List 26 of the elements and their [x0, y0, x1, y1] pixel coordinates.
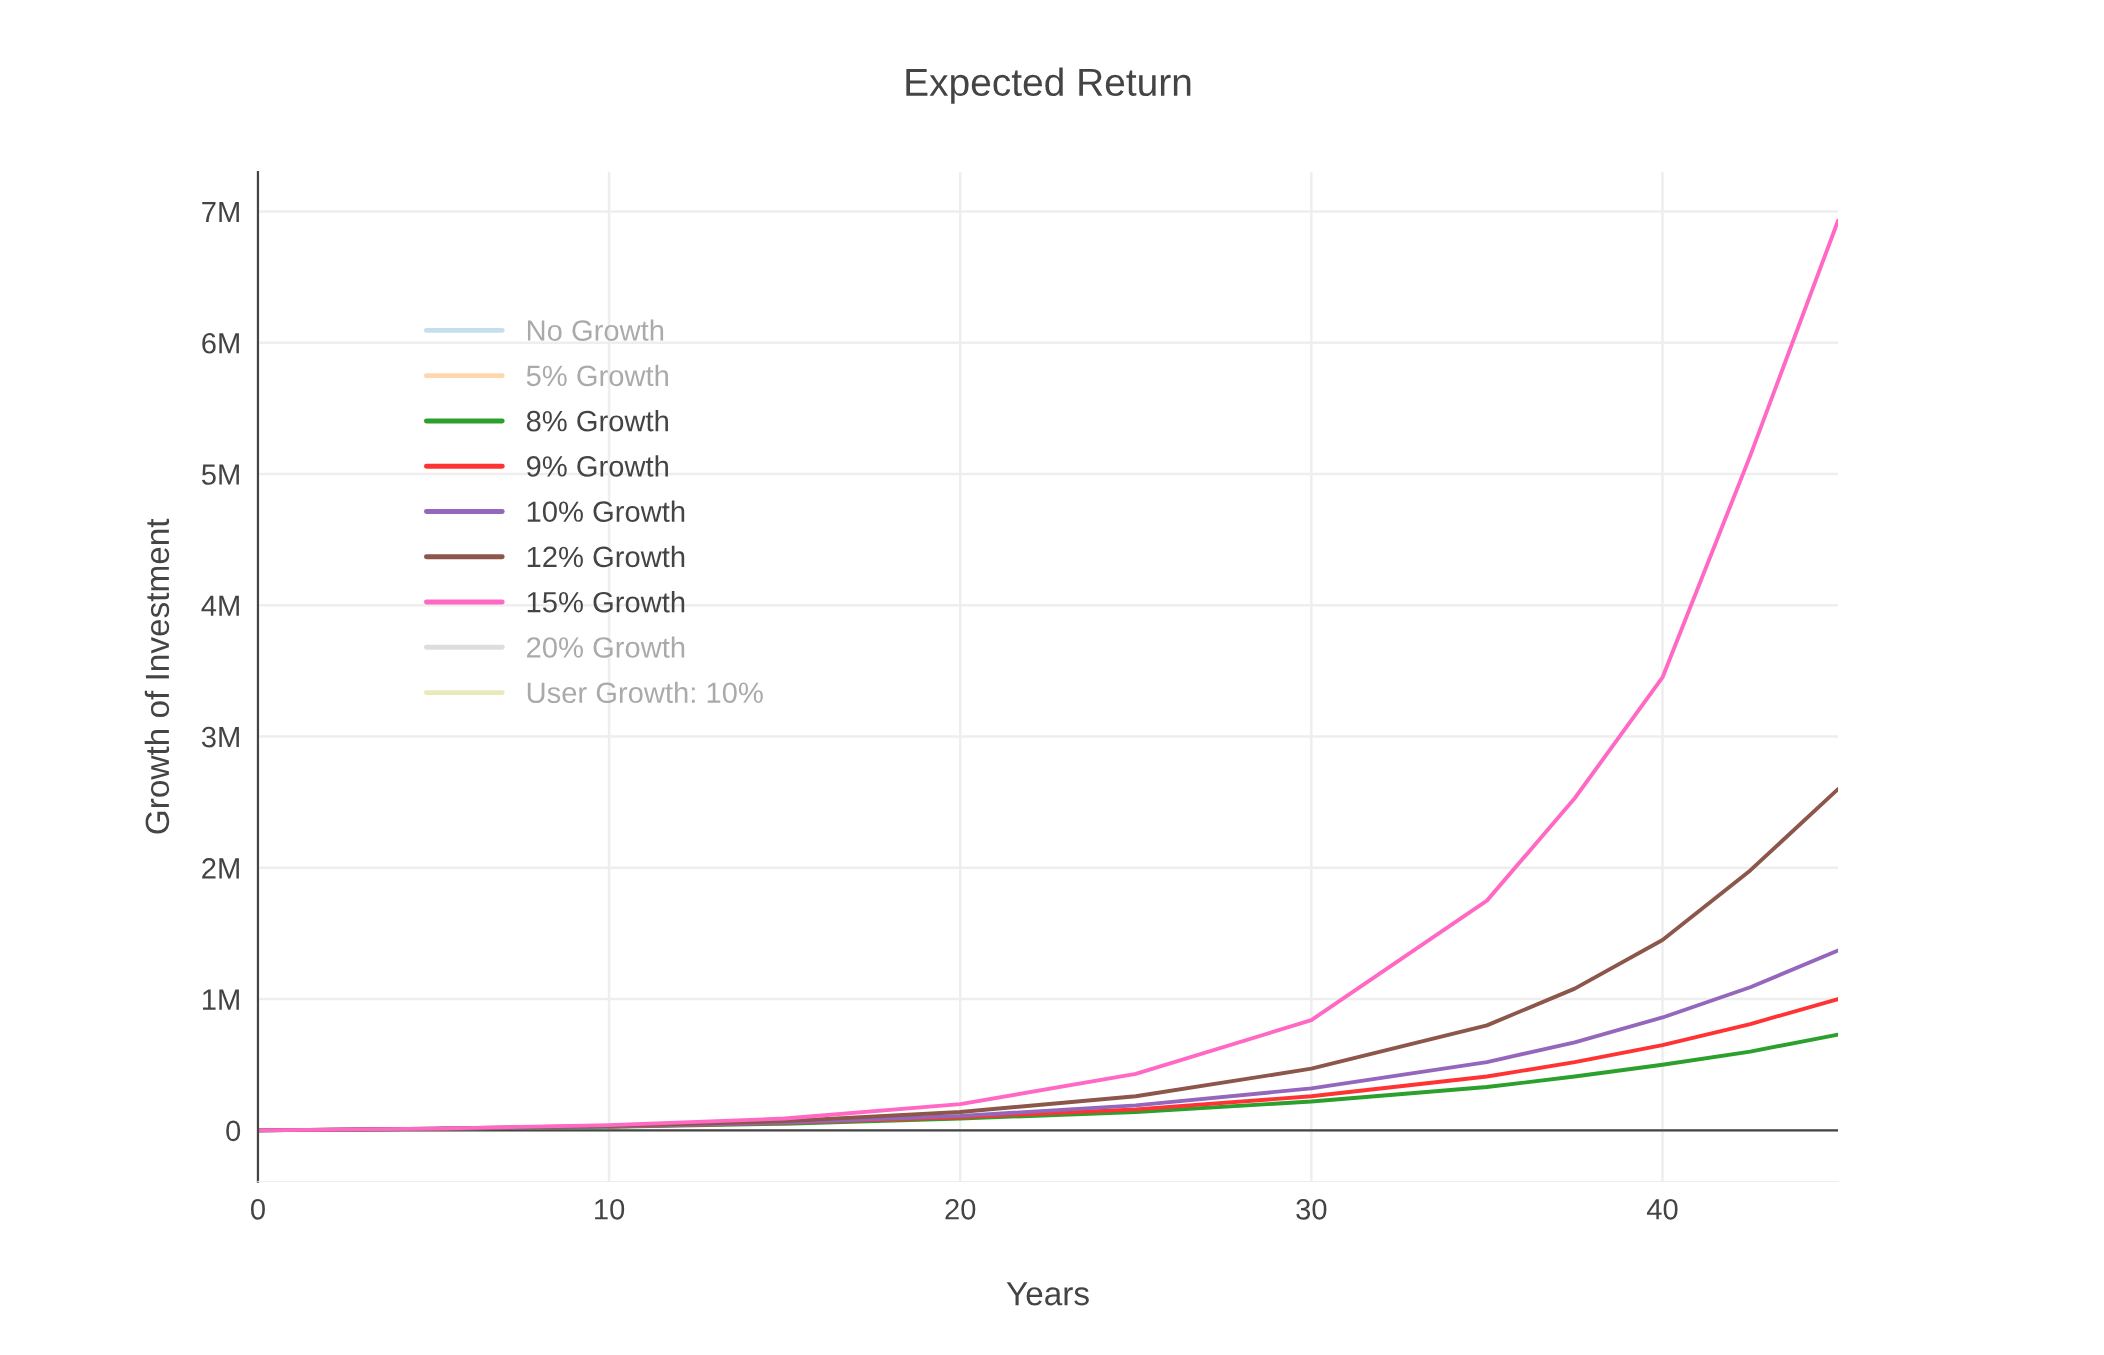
x-tick-label: 30	[1296, 1199, 1327, 1220]
legend-label: 12% Growth	[527, 545, 685, 568]
legend-label: No Growth	[527, 319, 664, 341]
y-tick-label: 7M	[202, 201, 239, 223]
legend-label: 9% Growth	[526, 455, 668, 477]
y-tick-label: 6M	[202, 332, 239, 354]
y-tick-label: 2M	[202, 858, 239, 879]
x-tick-label: 0	[250, 1199, 265, 1220]
y-axis-title: Growth of Investment	[144, 518, 170, 834]
y-tick-label: 5M	[201, 464, 239, 485]
legend-label: 10% Growth	[527, 500, 685, 522]
legend-label: 8% Growth	[526, 410, 668, 432]
x-tick-label: 40	[1646, 1199, 1678, 1220]
x-tick-label: 10	[595, 1199, 625, 1220]
chart-title: Expected Return	[906, 67, 1191, 104]
x-axis-title: Years	[1006, 1282, 1089, 1306]
y-tick-label: 0	[226, 1120, 241, 1142]
legend-label: 5% Growth	[526, 364, 668, 387]
y-tick-label: 1M	[202, 989, 239, 1010]
x-tick-label: 20	[945, 1199, 976, 1220]
line-series	[257, 218, 1839, 1133]
y-tick-label: 3M	[201, 726, 239, 748]
y-tick-label: 4M	[201, 595, 239, 616]
legend-label: 20% Growth	[527, 636, 685, 658]
legend-label: 15% Growth	[527, 591, 685, 613]
legend-label: User Growth: 10%	[527, 681, 763, 704]
